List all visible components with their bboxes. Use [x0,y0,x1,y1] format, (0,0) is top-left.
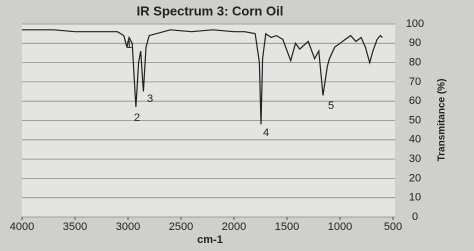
x-tick-label: 4000 [10,221,34,233]
x-tick-label: 2000 [222,221,246,233]
x-tick-label: 500 [384,221,402,233]
y-tick-label: 20 [409,172,421,184]
y-tick-label: 0 [412,211,418,223]
y-tick-label: 10 [409,192,421,204]
x-axis-label: cm-1 [197,234,223,246]
peak-label: 5 [328,100,334,112]
y-tick-label: 50 [409,114,421,126]
x-tick-label: 1000 [328,221,352,233]
y-tick-label: 80 [409,57,421,69]
chart-title: IR Spectrum 3: Corn Oil [137,3,284,18]
y-tick-label: 60 [409,95,421,107]
peak-label: 1 [126,39,132,51]
y-tick-label: 100 [406,18,424,30]
y-tick-label: 30 [409,153,421,165]
y-tick-label: 40 [409,134,421,146]
x-tick-label: 3500 [63,221,87,233]
x-tick-label: 2500 [169,221,193,233]
x-tick-label: 1500 [275,221,299,233]
y-tick-label: 70 [409,76,421,88]
peak-label: 2 [134,112,140,124]
spectrum-line [22,29,383,125]
y-axis-label: Transmitance (%) [437,79,448,162]
peak-label: 3 [147,93,153,105]
y-tick-label: 90 [409,37,421,49]
x-tick-label: 3000 [116,221,140,233]
peak-label: 4 [263,127,269,139]
